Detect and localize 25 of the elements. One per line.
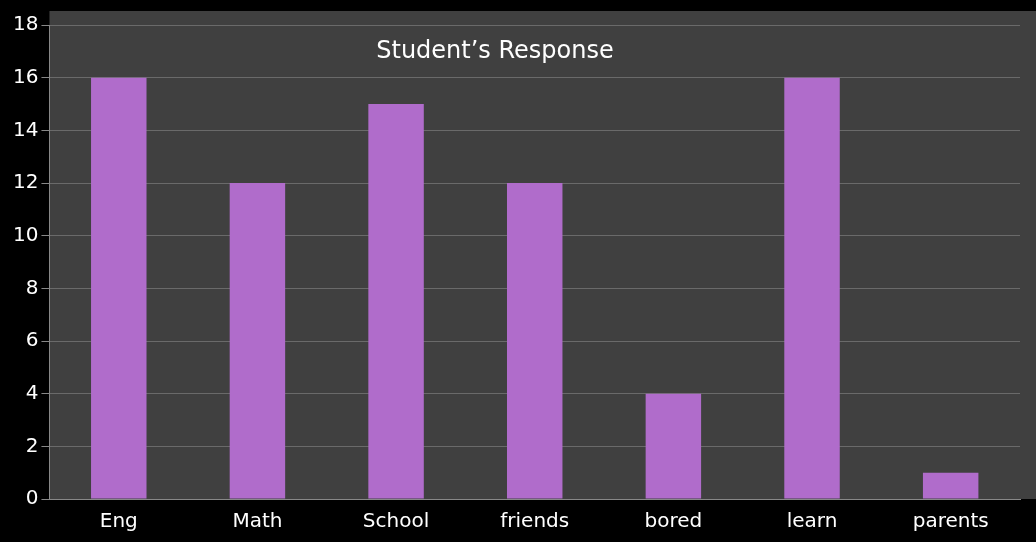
y-tick-label: 6 — [25, 327, 39, 352]
x-tick-label: friends — [500, 508, 570, 533]
bar — [368, 104, 424, 499]
text: Student’s Response — [375, 36, 615, 64]
x-tick-label: parents — [912, 508, 989, 533]
x-tick-label: Math — [232, 508, 283, 533]
y-tick-label: 0 — [25, 485, 39, 510]
x-tick-label: Eng — [99, 508, 138, 533]
y-tick-label: 8 — [25, 274, 39, 299]
bar — [229, 183, 286, 499]
y-tick-label: 4 — [25, 379, 39, 404]
bar — [507, 183, 563, 499]
x-tick-label: bored — [644, 508, 703, 533]
x-tick-label: learn — [786, 508, 838, 533]
y-tick-label: 14 — [13, 116, 39, 141]
y-tick-label: 2 — [25, 432, 39, 457]
bar — [922, 472, 979, 499]
bar — [91, 77, 147, 499]
y-tick-label: 18 — [13, 11, 39, 36]
y-tick-label: 10 — [13, 221, 39, 246]
bar — [645, 393, 702, 499]
y-tick-label: 16 — [13, 63, 39, 88]
y-tick-label: 12 — [13, 169, 39, 194]
x-tick-label: School — [362, 508, 430, 533]
bar — [784, 77, 840, 499]
